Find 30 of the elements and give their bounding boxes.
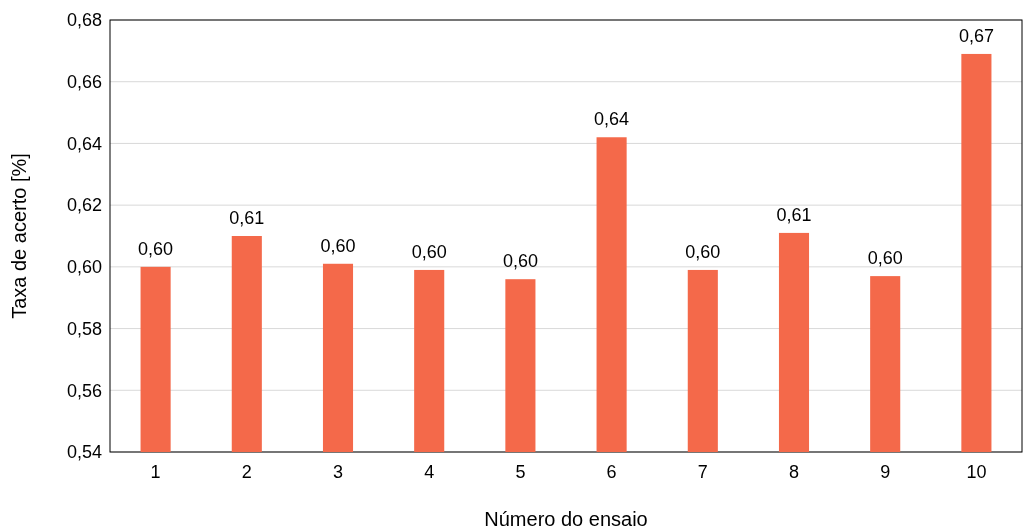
x-tick-label: 6 bbox=[606, 462, 617, 482]
data-label: 0,60 bbox=[867, 248, 903, 269]
data-label: 0,67 bbox=[958, 25, 994, 46]
y-tick-label: 0,56 bbox=[66, 380, 102, 401]
y-tick-label: 0,66 bbox=[66, 72, 102, 93]
y-tick-label: 0,62 bbox=[66, 195, 102, 216]
y-tick-label: 0,54 bbox=[66, 442, 102, 463]
data-label: 0,60 bbox=[502, 251, 538, 272]
y-tick-label: 0,58 bbox=[66, 318, 102, 339]
x-tick-label: 7 bbox=[697, 462, 708, 482]
x-tick-label: 3 bbox=[332, 462, 344, 482]
y-tick-label: 0,68 bbox=[66, 10, 102, 31]
x-tick-label: 10 bbox=[966, 462, 987, 482]
x-tick-label: 5 bbox=[515, 462, 526, 482]
data-label: 0,60 bbox=[320, 235, 356, 256]
x-tick-label: 9 bbox=[880, 462, 891, 482]
x-axis-title: Número do ensaio bbox=[484, 508, 648, 530]
x-tick-label: 4 bbox=[424, 462, 435, 482]
y-tick-label: 0,60 bbox=[66, 257, 102, 278]
data-label: 0,60 bbox=[138, 238, 174, 259]
y-tick-label: 0,64 bbox=[66, 133, 102, 154]
data-label: 0,61 bbox=[229, 208, 265, 228]
x-tick-label: 2 bbox=[241, 462, 252, 482]
x-tick-label: 8 bbox=[788, 462, 800, 482]
data-label: 0,64 bbox=[594, 109, 630, 130]
data-label: 0,60 bbox=[685, 241, 721, 262]
x-tick-label: 1 bbox=[150, 462, 161, 482]
y-axis-title: Taxa de acerto [%] bbox=[8, 153, 30, 319]
data-label: 0,61 bbox=[776, 204, 812, 225]
data-label: 0,60 bbox=[411, 241, 447, 262]
